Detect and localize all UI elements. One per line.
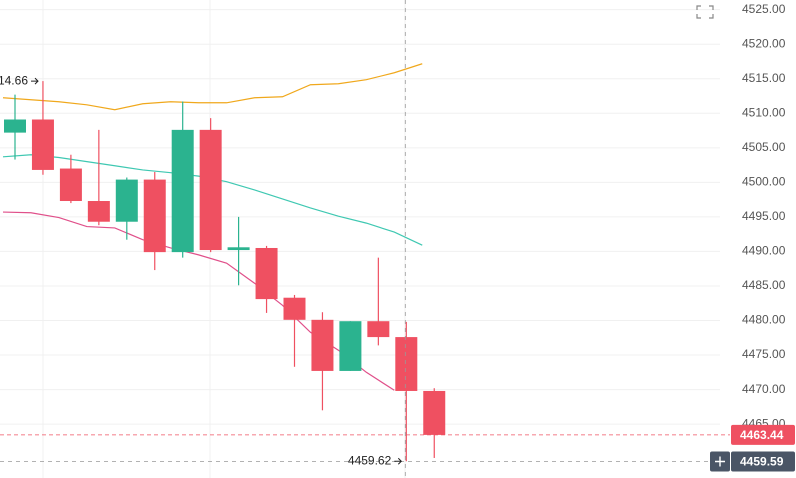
candle-body xyxy=(227,247,250,251)
high-marker-label: 4514.66 xyxy=(0,73,28,87)
y-tick-label: 4480.00 xyxy=(742,313,786,327)
candle-body xyxy=(367,321,390,338)
y-tick-label: 4510.00 xyxy=(742,105,786,119)
candle-body xyxy=(199,129,222,251)
y-tick-label: 4475.00 xyxy=(742,347,786,361)
y-tick-label: 4520.00 xyxy=(742,36,786,50)
y-tick-label: 4525.00 xyxy=(742,2,786,16)
candle-body xyxy=(59,168,82,202)
y-tick-label: 4490.00 xyxy=(742,244,786,258)
candle-body xyxy=(115,179,138,222)
candle-body xyxy=(311,319,334,371)
candle-body xyxy=(87,201,110,222)
y-tick-label: 4500.00 xyxy=(742,175,786,189)
crosshair-price-label: 4459.59 xyxy=(740,455,784,469)
last-price-box xyxy=(731,424,795,445)
crosshair-price-box xyxy=(731,451,795,472)
low-marker-label: 4459.62 xyxy=(348,453,392,467)
candle-body xyxy=(395,337,418,391)
candle-body xyxy=(143,179,166,253)
candle-body xyxy=(339,321,362,371)
y-tick-label: 4485.00 xyxy=(742,278,786,292)
y-tick-label: 4505.00 xyxy=(742,140,786,154)
overlay-line xyxy=(2,63,423,111)
fullscreen-icon[interactable] xyxy=(696,5,714,19)
candle-body xyxy=(4,119,26,133)
y-tick-label: 4470.00 xyxy=(742,382,786,396)
crosshair-plus xyxy=(715,456,725,467)
y-tick-label: 4515.00 xyxy=(742,71,786,85)
high-marker-arrow xyxy=(31,77,39,85)
last-price-label: 4463.44 xyxy=(740,428,784,442)
candle-body xyxy=(31,119,54,170)
low-marker-arrow xyxy=(394,457,403,465)
candle-body xyxy=(423,390,446,435)
candle-body xyxy=(255,247,278,300)
candle-body xyxy=(171,129,194,253)
y-tick-label: 4495.00 xyxy=(742,209,786,223)
candle-body xyxy=(283,297,306,320)
